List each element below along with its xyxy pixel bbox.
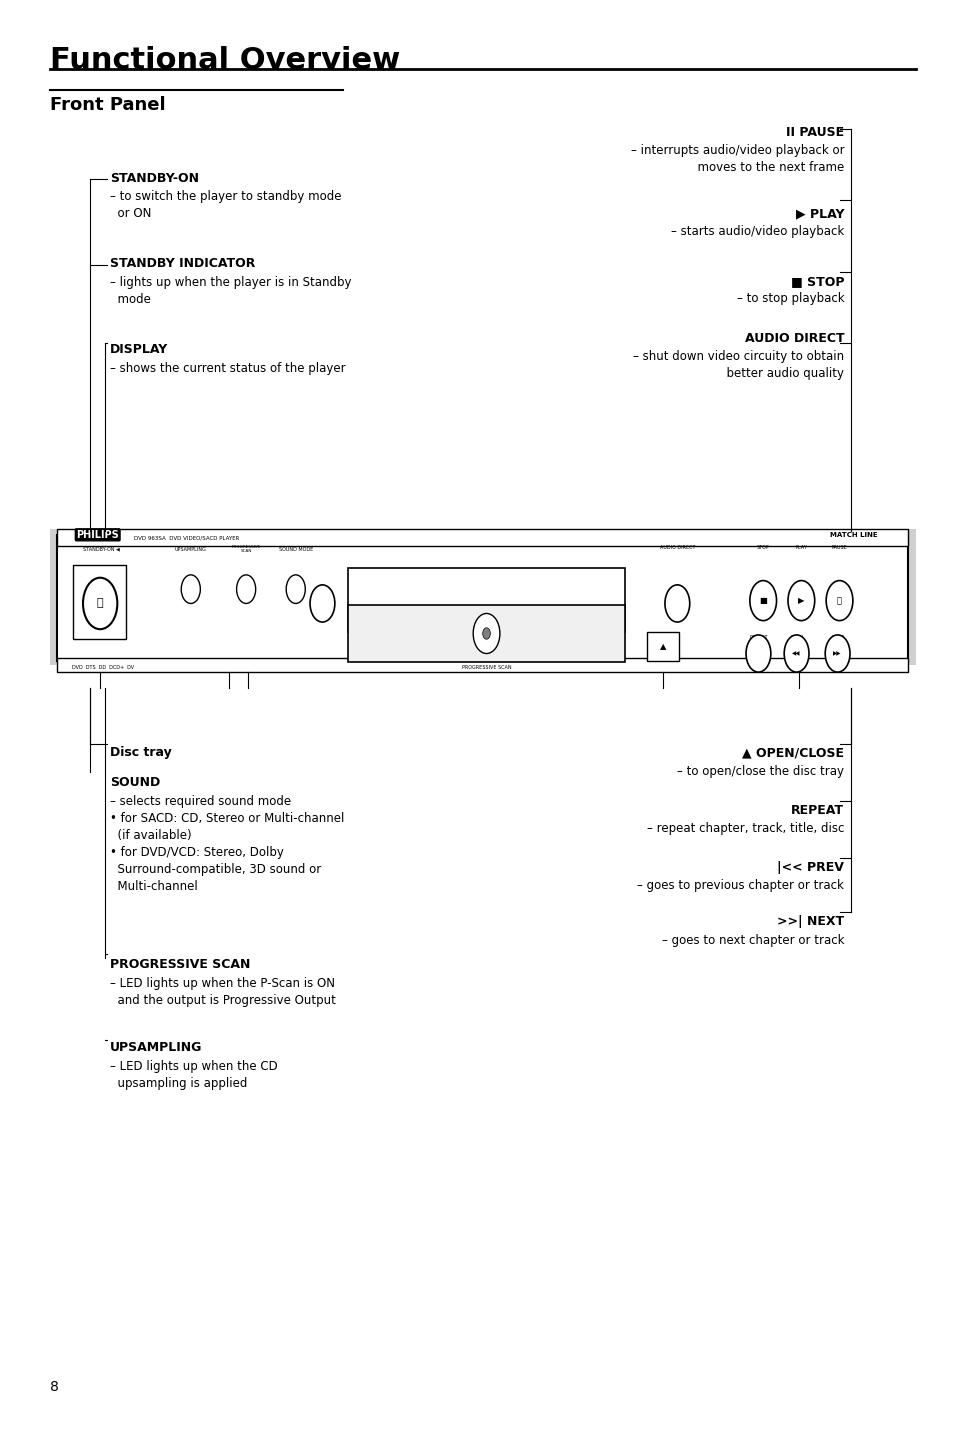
Text: STANDBY-ON: STANDBY-ON (110, 172, 198, 184)
Text: DVD  DTS  DD  DCD+  DV: DVD DTS DD DCD+ DV (71, 665, 133, 671)
Circle shape (482, 628, 490, 639)
Circle shape (787, 581, 814, 621)
Text: – LED lights up when the CD
  upsampling is applied: – LED lights up when the CD upsampling i… (110, 1060, 277, 1090)
Text: REPEAT: REPEAT (790, 804, 843, 817)
Text: Front Panel: Front Panel (50, 96, 165, 114)
Text: – to switch the player to standby mode
  or ON: – to switch the player to standby mode o… (110, 190, 341, 220)
Text: ▲: ▲ (659, 642, 665, 651)
Text: – starts audio/video playback: – starts audio/video playback (670, 225, 843, 237)
Circle shape (310, 585, 335, 622)
Circle shape (824, 635, 849, 672)
Circle shape (825, 581, 852, 621)
Text: ⏻: ⏻ (97, 599, 103, 608)
Text: PREV: PREV (789, 635, 802, 641)
Text: ▶: ▶ (798, 596, 803, 605)
Text: PROGRESSIVE
SCAN: PROGRESSIVE SCAN (232, 545, 260, 553)
Text: ■: ■ (759, 596, 766, 605)
Bar (73, 565, 126, 639)
Circle shape (236, 575, 255, 603)
Text: 8: 8 (50, 1380, 58, 1394)
Circle shape (749, 581, 776, 621)
Text: AUDIO DIRECT: AUDIO DIRECT (659, 545, 695, 551)
Text: OPEN/CLOSE: OPEN/CLOSE (647, 635, 678, 641)
Text: – lights up when the player is in Standby
  mode: – lights up when the player is in Standb… (110, 276, 351, 306)
Text: – shut down video circuity to obtain
  better audio quality: – shut down video circuity to obtain bet… (633, 350, 843, 380)
Text: DVD 963SA  DVD VIDEO/SACD PLAYER: DVD 963SA DVD VIDEO/SACD PLAYER (133, 535, 238, 541)
Text: – to open/close the disc tray: – to open/close the disc tray (677, 765, 843, 778)
Circle shape (286, 575, 305, 603)
Text: REPEAT: REPEAT (748, 635, 767, 641)
Text: PAUSE: PAUSE (831, 545, 846, 551)
Text: – shows the current status of the player: – shows the current status of the player (110, 362, 345, 375)
Text: Disc tray: Disc tray (110, 746, 172, 759)
Text: ◀◀: ◀◀ (792, 651, 800, 656)
Text: DISPLAY: DISPLAY (110, 343, 168, 356)
Text: SOUND: SOUND (110, 776, 160, 789)
Bar (646, 632, 679, 661)
Text: – to stop playback: – to stop playback (736, 292, 843, 305)
Bar (348, 568, 624, 632)
Text: Functional Overview: Functional Overview (50, 46, 399, 74)
Text: PHILIPS: PHILIPS (76, 531, 119, 539)
Text: UPSAMPLING: UPSAMPLING (174, 546, 207, 552)
Text: UPSAMPLING: UPSAMPLING (110, 1041, 202, 1054)
Circle shape (745, 635, 770, 672)
Text: – goes to previous chapter or track: – goes to previous chapter or track (637, 879, 843, 892)
Text: II PAUSE: II PAUSE (785, 126, 843, 139)
Bar (348, 605, 624, 662)
Text: – repeat chapter, track, title, disc: – repeat chapter, track, title, disc (646, 822, 843, 835)
Text: PROGRESSIVE SCAN: PROGRESSIVE SCAN (461, 665, 511, 671)
Text: PLAY: PLAY (795, 545, 806, 551)
Text: ▲ OPEN/CLOSE: ▲ OPEN/CLOSE (741, 746, 843, 759)
Circle shape (181, 575, 200, 603)
Bar (57, 529, 907, 546)
Text: – LED lights up when the P-Scan is ON
  and the output is Progressive Output: – LED lights up when the P-Scan is ON an… (110, 977, 335, 1007)
Circle shape (783, 635, 808, 672)
Text: ■ STOP: ■ STOP (790, 275, 843, 287)
Text: MATCH LINE: MATCH LINE (829, 532, 877, 538)
Text: AUDIO DIRECT: AUDIO DIRECT (744, 332, 843, 345)
Text: |<< PREV: |<< PREV (777, 861, 843, 874)
Text: – interrupts audio/video playback or
  moves to the next frame: – interrupts audio/video playback or mov… (630, 144, 843, 174)
Text: ⏸: ⏸ (836, 596, 841, 605)
Text: STANDBY-ON ◀: STANDBY-ON ◀ (83, 546, 120, 552)
Text: ▶ PLAY: ▶ PLAY (795, 207, 843, 220)
Text: NEXT: NEXT (830, 635, 843, 641)
Text: STOP: STOP (756, 545, 769, 551)
Circle shape (473, 613, 499, 654)
Text: SOUND MODE: SOUND MODE (278, 546, 313, 552)
Bar (57, 658, 907, 672)
Bar (50, 529, 915, 665)
Circle shape (664, 585, 689, 622)
Text: >>| NEXT: >>| NEXT (777, 915, 843, 928)
Text: ▶▶: ▶▶ (833, 651, 841, 656)
Text: – goes to next chapter or track: – goes to next chapter or track (661, 934, 843, 947)
Circle shape (83, 578, 117, 629)
Bar (57, 535, 907, 661)
Text: – selects required sound mode
• for SACD: CD, Stereo or Multi-channel
  (if avai: – selects required sound mode • for SACD… (110, 795, 344, 894)
Text: PROGRESSIVE SCAN: PROGRESSIVE SCAN (110, 958, 250, 971)
Text: STANDBY INDICATOR: STANDBY INDICATOR (110, 257, 254, 270)
